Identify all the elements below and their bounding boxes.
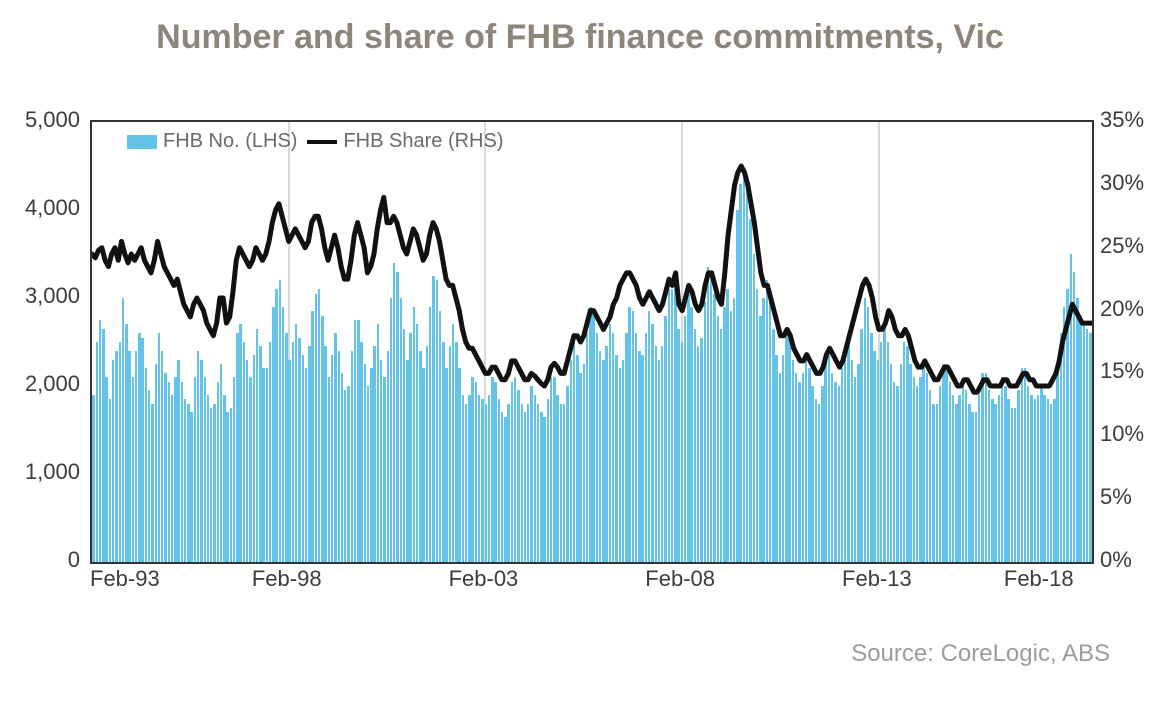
y-left-tick: 5,000: [25, 107, 80, 133]
y-right-tick: 25%: [1100, 233, 1144, 259]
y-right-tick: 0%: [1100, 547, 1132, 573]
y-right-tick: 10%: [1100, 421, 1144, 447]
y-right-tick: 5%: [1100, 484, 1132, 510]
y-right-tick: 30%: [1100, 170, 1144, 196]
x-tick: Feb-13: [842, 566, 912, 592]
y-left-tick: 0: [68, 547, 80, 573]
y-left-tick: 2,000: [25, 371, 80, 397]
y-left-tick: 4,000: [25, 195, 80, 221]
legend-swatch-line: [307, 140, 337, 144]
x-tick: Feb-98: [252, 566, 322, 592]
x-tick: Feb-93: [90, 566, 160, 592]
line-series: [92, 122, 1092, 562]
x-axis-ticks: Feb-93 Feb-98 Feb-03 Feb-08 Feb-13 Feb-18: [90, 560, 1090, 600]
legend-item-line: FHB Share (RHS): [307, 130, 503, 153]
chart-title: Number and share of FHB finance commitme…: [0, 18, 1160, 57]
y-left-tick: 3,000: [25, 283, 80, 309]
chart-container: Number and share of FHB finance commitme…: [0, 0, 1160, 704]
legend: FHB No. (LHS) FHB Share (RHS): [127, 130, 504, 153]
legend-swatch-bar: [127, 135, 157, 149]
x-tick: Feb-03: [449, 566, 519, 592]
y-axis-left-ticks: 01,0002,0003,0004,0005,000: [0, 120, 90, 560]
y-right-tick: 35%: [1100, 107, 1144, 133]
legend-label-bars: FHB No. (LHS): [163, 130, 297, 153]
y-right-tick: 15%: [1100, 358, 1144, 384]
x-tick: Feb-18: [1004, 566, 1074, 592]
y-left-tick: 1,000: [25, 459, 80, 485]
y-right-tick: 20%: [1100, 296, 1144, 322]
source-attribution: Source: CoreLogic, ABS: [851, 640, 1110, 668]
y-axis-right-ticks: 0%5%10%15%20%25%30%35%: [1090, 120, 1160, 560]
line-path: [92, 166, 1092, 392]
plot-area: FHB No. (LHS) FHB Share (RHS): [90, 120, 1094, 564]
x-tick: Feb-08: [645, 566, 715, 592]
legend-item-bars: FHB No. (LHS): [127, 130, 297, 153]
legend-label-line: FHB Share (RHS): [343, 130, 503, 153]
